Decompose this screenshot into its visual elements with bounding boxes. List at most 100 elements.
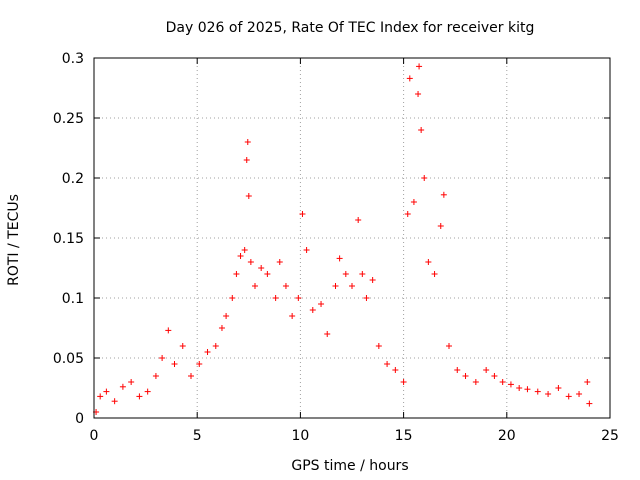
- data-point: [119, 383, 126, 390]
- data-point: [299, 211, 306, 217]
- data-point: [295, 295, 302, 301]
- data-point: [384, 361, 391, 367]
- data-point: [245, 193, 252, 199]
- data-point: [483, 367, 490, 373]
- data-point: [152, 373, 159, 379]
- x-axis-label: GPS time / hours: [291, 458, 408, 474]
- data-point: [318, 301, 325, 307]
- data-point: [188, 373, 195, 379]
- data-point: [516, 385, 523, 391]
- data-point: [196, 361, 203, 367]
- data-point: [576, 391, 583, 397]
- data-point: [392, 367, 399, 373]
- data-point: [584, 379, 591, 385]
- data-point: [400, 379, 407, 385]
- data-point: [212, 343, 219, 349]
- x-tick-label: 25: [601, 428, 619, 444]
- data-point: [415, 91, 422, 97]
- data-point: [165, 327, 172, 334]
- data-point: [159, 355, 166, 361]
- data-point: [491, 373, 498, 379]
- data-point: [128, 379, 135, 385]
- y-axis-label: ROTI / TECUs: [6, 194, 22, 286]
- data-point: [243, 157, 250, 163]
- data-point: [410, 199, 417, 205]
- data-point: [454, 367, 461, 373]
- data-point: [421, 175, 428, 181]
- data-point: [97, 393, 104, 400]
- data-point: [375, 343, 382, 349]
- data-point: [565, 393, 572, 400]
- data-point: [437, 223, 444, 229]
- data-point: [507, 381, 514, 388]
- y-tick-label: 0.15: [53, 231, 84, 247]
- x-tick-label: 15: [395, 428, 413, 444]
- chart-title: Day 026 of 2025, Rate Of TEC Index for r…: [166, 20, 535, 36]
- data-point: [462, 373, 469, 379]
- data-point: [416, 63, 423, 70]
- data-point: [258, 265, 265, 271]
- data-point: [431, 271, 438, 277]
- data-point: [303, 247, 310, 253]
- grid-lines: [94, 58, 610, 418]
- data-point: [586, 400, 593, 407]
- y-tick-label: 0.25: [53, 111, 84, 127]
- data-point: [282, 283, 289, 289]
- data-points: [93, 63, 593, 415]
- data-point: [440, 191, 447, 198]
- data-point: [363, 295, 370, 301]
- axis-ticks: [93, 57, 611, 419]
- data-point: [355, 217, 362, 223]
- data-point: [349, 283, 355, 289]
- data-point: [247, 259, 254, 265]
- data-point: [251, 283, 258, 289]
- data-point: [545, 391, 552, 397]
- data-point: [425, 259, 432, 265]
- data-point: [237, 253, 244, 259]
- x-tick-label: 20: [498, 428, 516, 444]
- data-point: [555, 385, 562, 391]
- tick-labels: 0 5 10 15 20 25 0 0.05 0.1 0.15 0.2 0.25 0.3: [53, 51, 619, 444]
- data-point: [404, 211, 411, 217]
- plot-frame: [93, 57, 611, 419]
- data-point: [171, 361, 178, 367]
- data-point: [369, 277, 376, 283]
- data-point: [289, 313, 296, 319]
- x-tick-label: 5: [193, 428, 202, 444]
- data-point: [144, 388, 151, 395]
- data-point: [406, 75, 413, 82]
- data-point: [534, 388, 541, 395]
- y-tick-label: 0.3: [62, 51, 84, 67]
- data-point: [472, 379, 479, 385]
- data-point: [229, 295, 236, 301]
- y-tick-label: 0: [75, 411, 84, 427]
- data-point: [264, 271, 271, 277]
- data-point: [241, 247, 248, 253]
- data-point: [446, 343, 453, 349]
- data-point: [233, 271, 240, 277]
- data-point: [332, 283, 339, 289]
- data-point: [136, 393, 143, 400]
- data-point: [204, 349, 211, 355]
- data-point: [276, 259, 283, 265]
- data-point: [309, 307, 316, 313]
- data-point: [111, 398, 118, 405]
- data-point: [103, 388, 110, 395]
- data-point: [324, 331, 331, 337]
- x-tick-label: 10: [291, 428, 309, 444]
- data-point: [336, 255, 343, 262]
- data-point: [272, 295, 279, 301]
- data-point: [342, 271, 349, 277]
- y-tick-label: 0.2: [62, 171, 84, 187]
- x-tick-label: 0: [90, 428, 99, 444]
- data-point: [223, 313, 230, 319]
- y-tick-label: 0.05: [53, 351, 84, 367]
- data-point: [499, 379, 506, 385]
- data-point: [179, 343, 186, 349]
- data-point: [524, 386, 531, 393]
- data-point: [418, 127, 425, 133]
- data-point: [218, 325, 225, 331]
- y-tick-label: 0.1: [62, 291, 84, 307]
- data-point: [359, 271, 366, 277]
